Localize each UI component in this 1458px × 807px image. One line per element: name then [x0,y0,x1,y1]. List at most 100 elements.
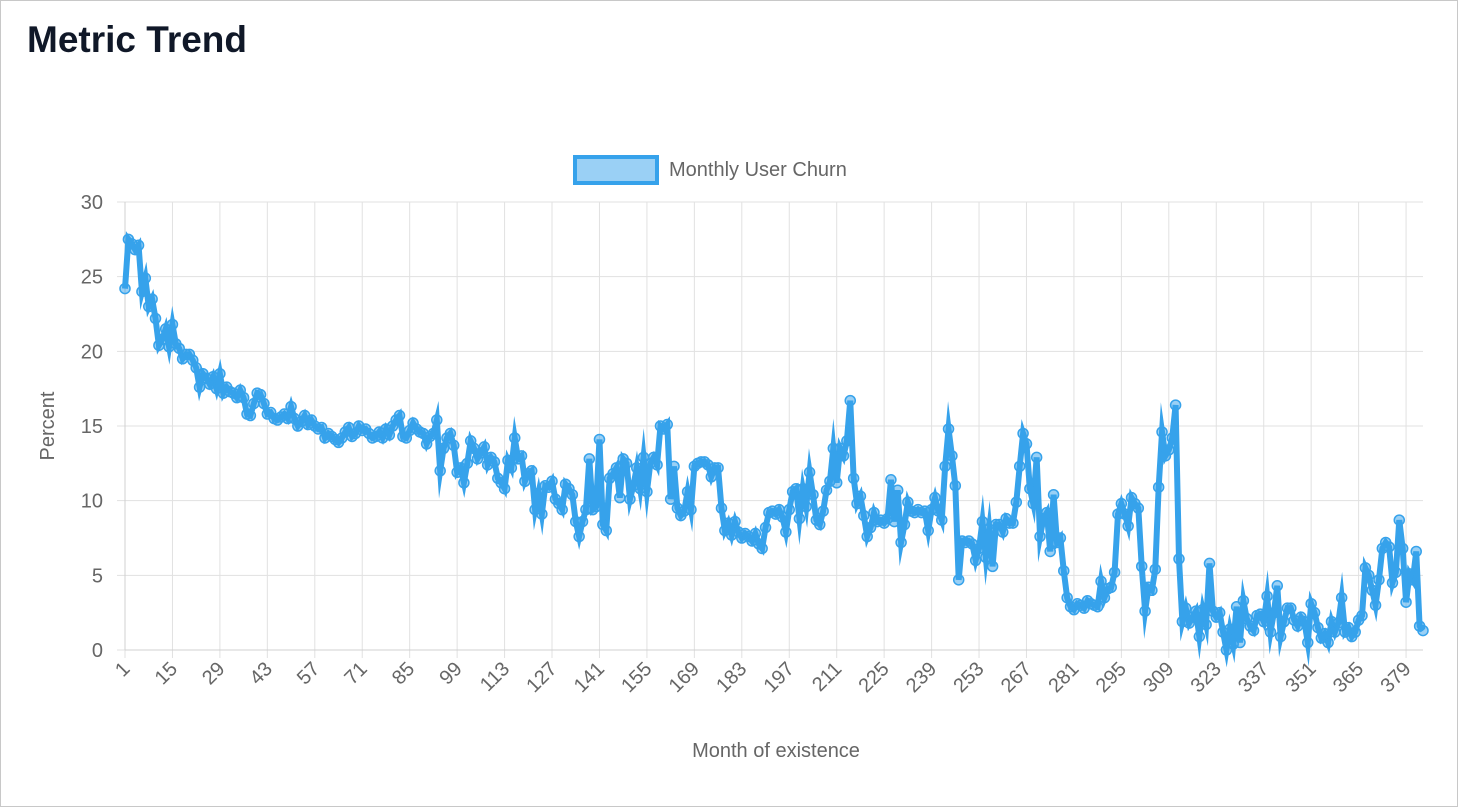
data-point [285,400,297,413]
data-point [525,465,538,477]
data-point [1335,591,1348,604]
data-point [936,514,948,526]
x-tick-label: 253 [949,658,988,697]
x-tick-label: 1 [111,658,134,681]
data-point [556,503,568,516]
data-point [939,460,951,473]
data-point [841,435,853,447]
series-line [122,231,1426,668]
data-point [980,551,992,564]
data-point [973,542,985,555]
data-point [1115,497,1128,510]
data-point [566,488,579,501]
data-point [431,414,443,426]
x-tick-label: 309 [1139,658,1178,697]
data-point [776,511,789,523]
data-point [1007,517,1019,529]
data-point [1108,566,1121,579]
data-point [1196,603,1209,616]
data-point [1274,630,1287,643]
data-point [1278,615,1290,628]
x-tick-label: 365 [1329,658,1368,697]
data-point [447,439,460,452]
data-point [132,239,145,252]
data-point [1298,615,1311,628]
data-point [576,515,589,528]
data-point [986,560,999,573]
data-point [651,459,663,471]
x-axis-title: Month of existence [692,740,860,762]
data-point [248,397,260,410]
data-point [515,450,528,462]
x-tick-label: 141 [570,658,609,697]
data-point [146,293,158,305]
data-point [1013,460,1026,473]
data-point [1024,482,1036,495]
y-tick-label: 25 [81,267,103,289]
data-point [1047,488,1060,501]
data-point [898,518,911,531]
page-title: Metric Trend [27,19,247,60]
data-point [505,462,518,474]
data-point [1152,481,1165,493]
data-point [1390,566,1402,579]
data-point [427,427,440,440]
x-tick-label: 295 [1092,658,1131,697]
data-point [1302,636,1314,649]
x-tick-label: 197 [760,658,799,697]
data-point [624,493,636,505]
data-point [1091,600,1104,613]
x-tick-label: 323 [1187,658,1226,697]
data-point [1149,563,1162,576]
data-point [1257,615,1270,628]
data-point [929,491,941,504]
data-point [1122,520,1134,532]
data-point [1027,497,1040,510]
data-point [590,500,602,513]
x-tick-label: 281 [1044,658,1083,697]
x-tick-label: 15 [151,658,182,689]
data-point [668,460,680,473]
data-point [437,442,450,455]
data-point [149,312,162,325]
data-point [258,397,270,410]
x-tick-label: 71 [340,658,371,689]
legend-label: Monthly User Churn [669,159,847,181]
x-tick-label: 43 [246,658,277,689]
data-point [952,574,965,586]
data-point [1058,565,1070,577]
data-point [1095,575,1107,588]
data-point [573,530,585,543]
x-tick-label: 211 [808,658,846,696]
data-point [600,524,612,537]
data-point [620,457,633,470]
y-tick-label: 10 [81,491,103,513]
data-point [1139,605,1151,617]
data-point [214,367,226,380]
data-point [685,503,697,516]
data-point [1237,594,1250,607]
data-point [793,512,806,525]
data-point [1041,506,1053,519]
data-point [614,491,626,504]
data-point [1132,502,1145,514]
data-point [1369,599,1382,611]
y-tick-label: 20 [81,341,103,363]
data-point [800,500,812,513]
data-point [583,453,596,465]
data-point [1247,624,1260,637]
data-point [885,474,897,486]
data-point [1169,399,1182,411]
y-tick-label: 30 [81,192,103,214]
data-point [844,394,857,407]
data-point [1366,584,1378,597]
data-point [780,526,792,538]
x-tick-label: 99 [435,658,466,689]
data-point [1213,606,1226,619]
data-point [1349,626,1361,638]
data-point [461,457,474,470]
data-point [858,509,870,522]
data-point [946,450,958,462]
data-point [1105,581,1117,594]
